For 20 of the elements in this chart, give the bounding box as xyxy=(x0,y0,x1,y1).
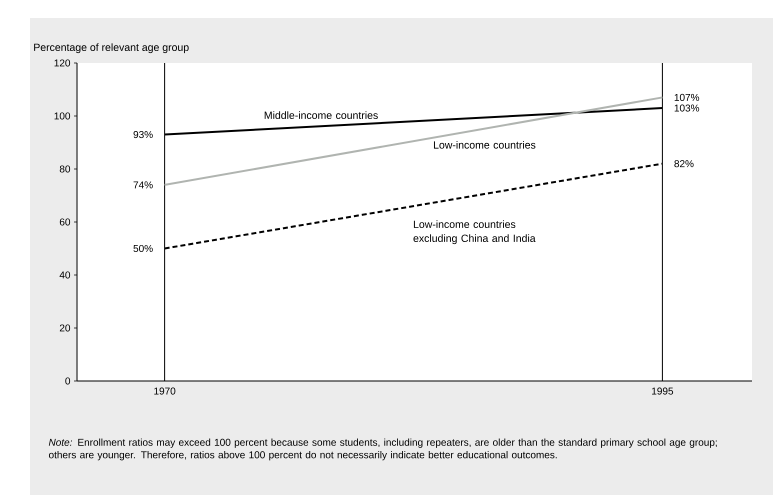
data-label: 93% xyxy=(134,131,153,138)
data-label: 107% xyxy=(674,94,700,101)
data-label: 50% xyxy=(133,244,153,252)
series-label: Low-income countries xyxy=(434,140,536,149)
y-tick-label: 120 xyxy=(54,59,70,67)
y-tick-label: 20 xyxy=(60,324,70,332)
data-label: 74% xyxy=(134,181,153,188)
y-axis-title: Percentage of relevant age group xyxy=(34,43,189,54)
y-tick-label: 80 xyxy=(60,165,70,173)
series-label: Low-income countries excluding China and India xyxy=(414,220,536,244)
y-tick-label: 0 xyxy=(65,377,70,385)
x-tick-label: 1995 xyxy=(652,388,674,395)
data-label: 103% xyxy=(674,104,700,112)
y-tick-label: 100 xyxy=(54,112,70,120)
data-label: 82% xyxy=(674,160,694,168)
x-tick-label: 1970 xyxy=(154,388,176,395)
series-label: Middle-income countries xyxy=(264,111,378,120)
text: Note: Enrollment ratios may exceed 100 percent because some students, including repeaters, are older than the standard primary school age group; others are younger. Therefore, ratios above 100 percent do not necessarily indicate better educational outcomes. xyxy=(48,438,717,460)
y-tick-label: 40 xyxy=(60,271,70,279)
y-tick-label: 60 xyxy=(60,218,70,226)
